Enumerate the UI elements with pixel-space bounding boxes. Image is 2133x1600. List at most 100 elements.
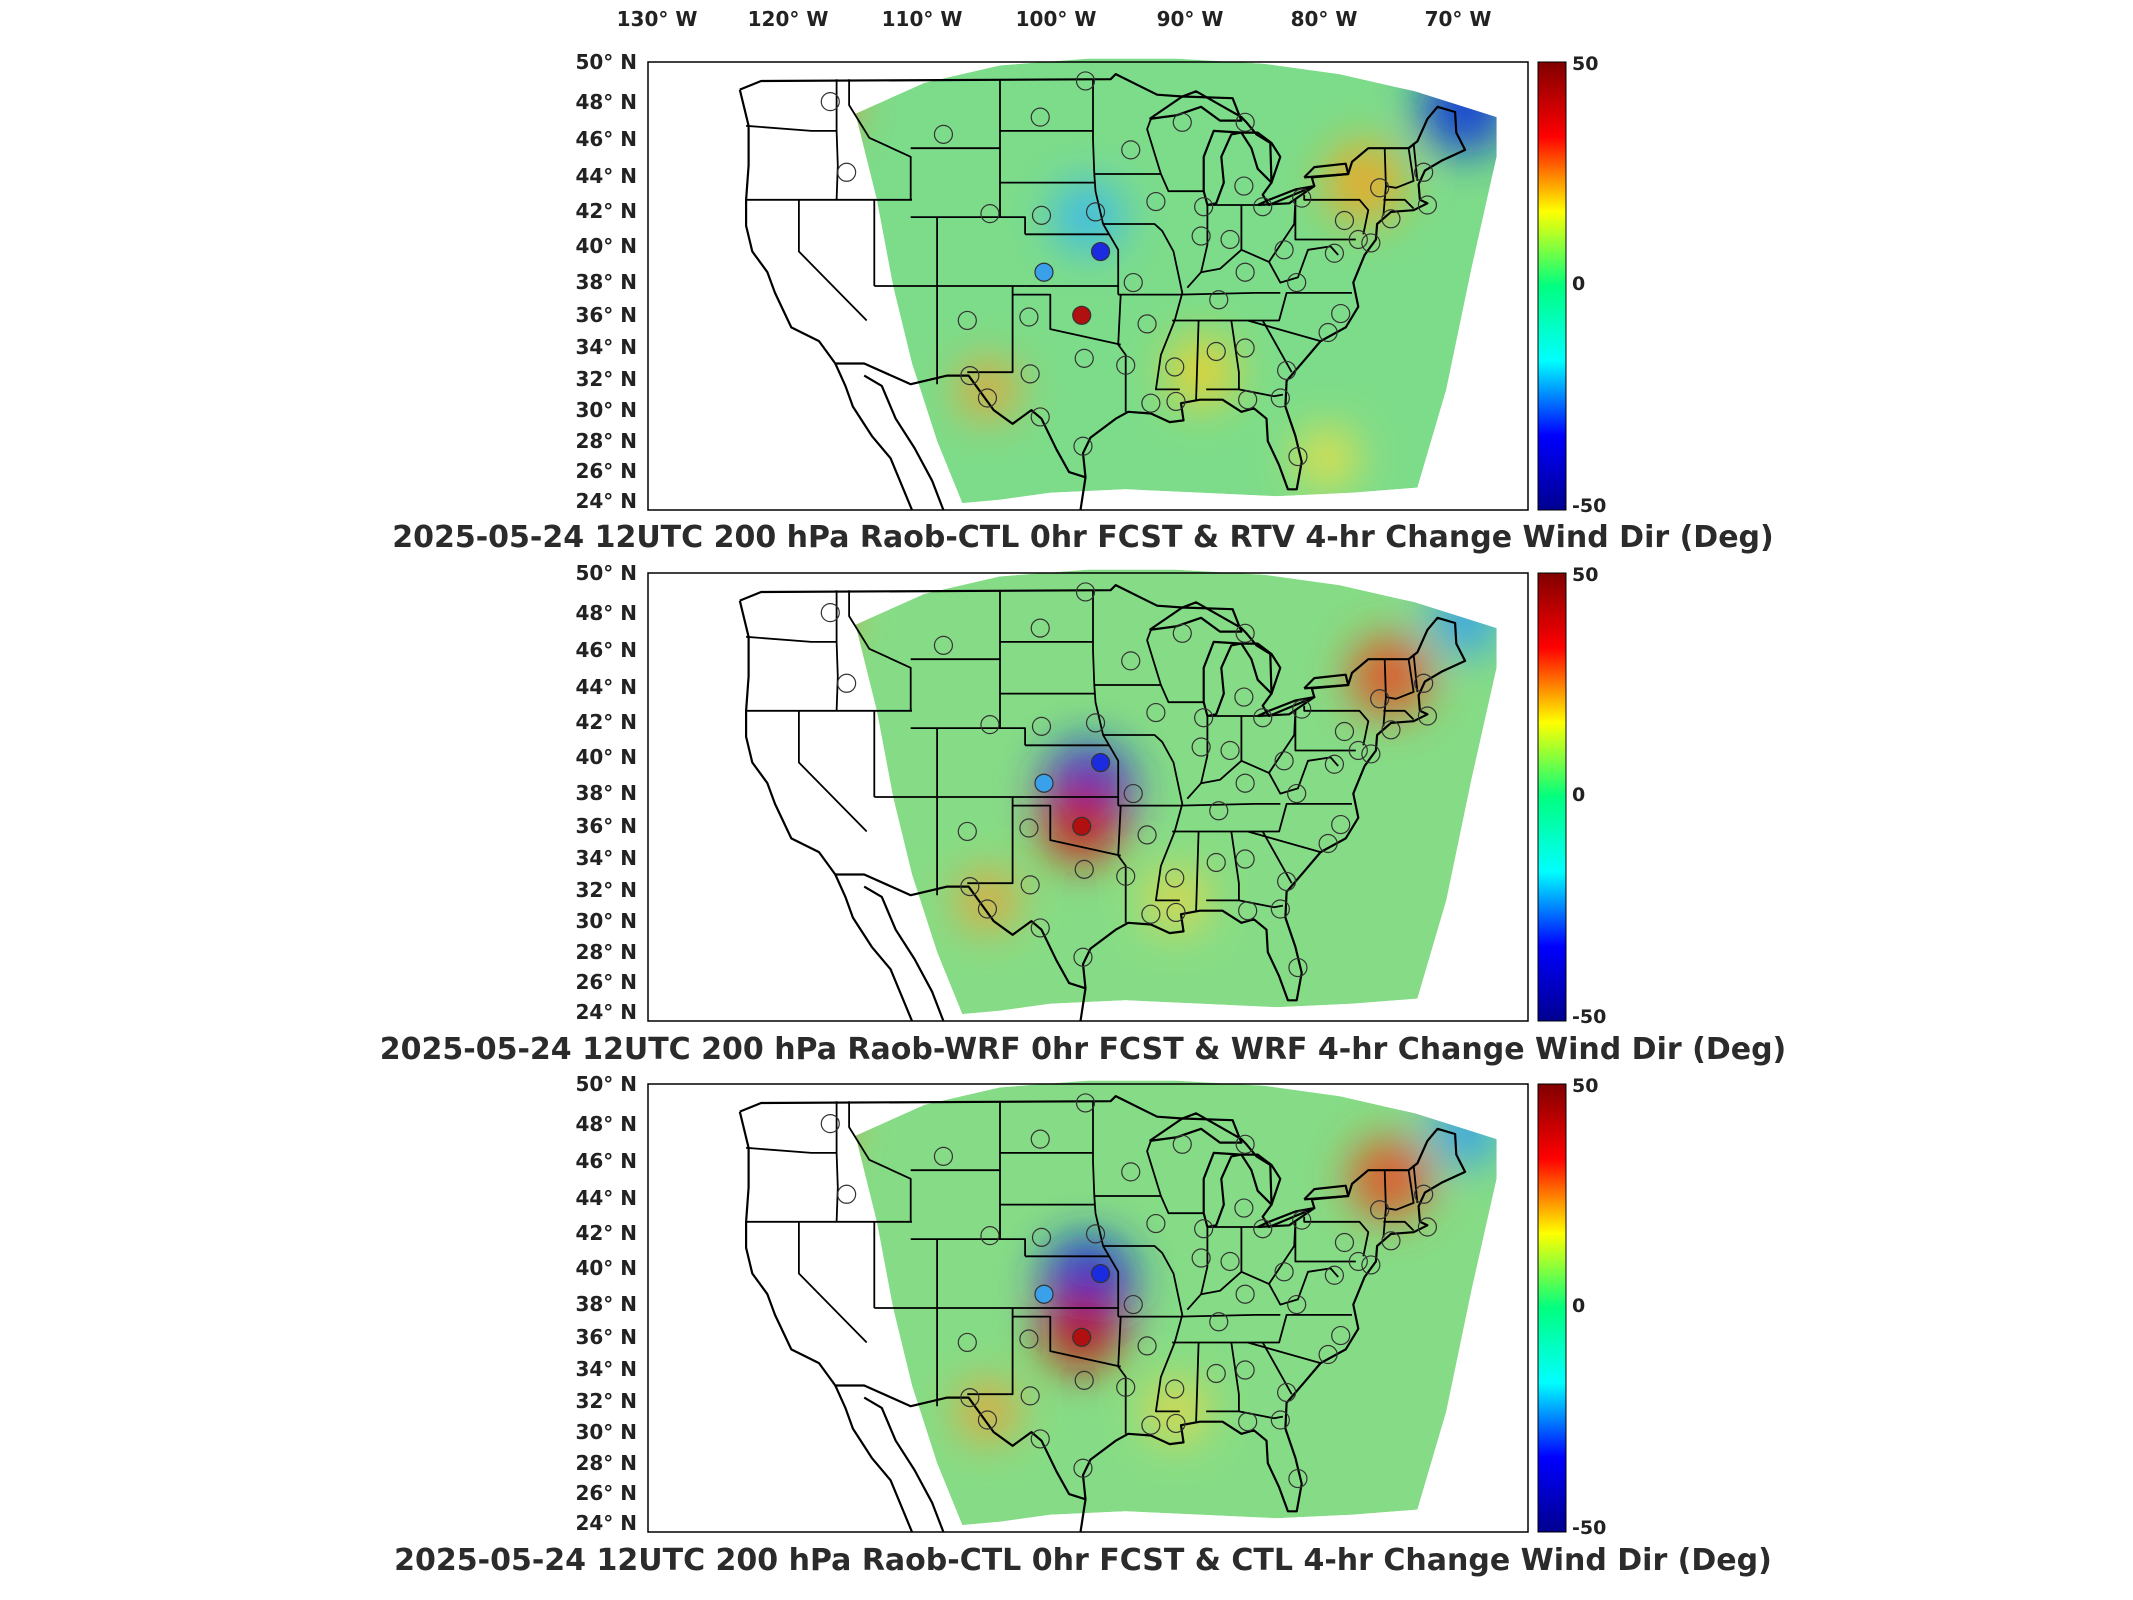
raob-station-marker [1073,1458,1093,1478]
raob-station-marker [1141,393,1161,413]
raob-station-marker [1277,360,1297,381]
raob-station-marker [1238,390,1258,410]
raob-station-marker [1166,902,1186,923]
lat-label-28n: 28° N [575,429,637,453]
raob-station-marker [1075,1093,1096,1113]
raob-station-marker [820,603,840,623]
raob-station-marker [1334,1232,1355,1253]
raob-station-marker [1209,290,1229,310]
raob-station-marker [933,124,954,144]
latitude-labels: 50° N 48° N 46° N 44° N 42° N 40° N 38° … [575,561,637,1024]
raob-station-marker [1235,623,1255,643]
lat-label-32n: 32° N [575,878,637,902]
state-boundary [1206,831,1240,902]
raob-station-marker [1020,364,1040,384]
great-lake [1240,131,1282,184]
raob-station-marker [977,899,998,919]
raob-station-marker [1172,112,1192,132]
state-boundary [1195,320,1200,400]
raob-station-value [1072,305,1092,325]
geography [738,1095,1467,1532]
state-boundary [1103,1245,1184,1413]
raob-station-marker [1165,357,1185,377]
state-boundary [1385,148,1415,189]
raob-station-marker [1085,1224,1106,1244]
raob-station-marker [1381,1231,1401,1251]
lat-label-36n: 36° N [575,303,637,327]
raob-station-marker [1318,1344,1338,1365]
raob-station-marker [980,204,1000,224]
latitude-labels: 50° N 48° N 46° N 44° N 42° N 40° N 38° … [575,1072,637,1535]
raob-station-marker [957,310,977,331]
state-boundary [1261,320,1293,373]
lat-label-24n: 24° N [575,489,637,513]
us-coastline [738,73,1467,491]
raob-station-marker [1019,1329,1039,1349]
raob-station-marker [1172,1134,1192,1154]
state-boundary [1092,79,1120,295]
longitude-labels: 130° W 120° W 110° W 100° W 90° W 80° W … [617,7,1492,31]
state-boundary [1012,1315,1121,1368]
state-boundary [1383,198,1415,210]
raob-station-value [1090,752,1111,773]
raob-station-marker [1220,1251,1240,1272]
lat-label-38n: 38° N [575,1292,637,1316]
raob-station-marker [1274,751,1294,771]
raob-station-value [1072,1327,1092,1347]
lat-label-34n: 34° N [575,1357,637,1381]
raob-station-marker [1121,1162,1141,1182]
raob-station-marker [1191,226,1211,246]
raob-station-marker [1324,243,1345,263]
raob-station-value [1090,1263,1111,1284]
raob-station-marker [1235,1360,1255,1380]
raob-station-marker [1206,1363,1226,1384]
raob-station-marker [1191,737,1211,757]
raob-station-marker [1030,1429,1050,1449]
colorbar-min-label: -50 [1572,1006,1606,1028]
raob-station-marker [1137,825,1157,845]
state-boundary [835,1101,839,1222]
raob-station-marker [1270,1410,1290,1430]
raob-station-value [1034,262,1054,282]
field-anomaly [1296,428,1357,489]
raob-station-marker [1030,918,1050,938]
state-boundary [1294,710,1356,752]
lat-label-40n: 40° N [575,745,637,769]
lat-label-40n: 40° N [575,234,637,258]
raob-station-marker [1020,875,1040,895]
raob-station-marker [980,715,1000,735]
state-boundary [1385,659,1415,700]
baja-coastline [834,1385,914,1532]
state-boundary [1303,1216,1370,1257]
raob-station-marker [1220,740,1240,761]
raob-station-marker [1334,721,1355,742]
state-boundary [1200,1227,1209,1295]
state-boundary [1012,804,1121,857]
raob-station-marker [1234,687,1254,707]
state-boundary [967,1308,1014,1396]
raob-station-marker [1146,191,1166,212]
raob-station-marker [820,1114,840,1134]
raob-station-marker [1209,1312,1229,1332]
state-boundary [1092,590,1120,806]
state-boundary [1247,1341,1321,1364]
lat-label-26n: 26° N [575,1481,637,1505]
raob-station-marker [1370,178,1390,198]
lon-label-70w: 70° W [1425,7,1492,31]
raob-station-marker [1287,272,1307,293]
map-panel-ctl: 50° N 48° N 46° N 44° N 42° N 40° N 38° … [394,1072,1772,1578]
state-boundary [1294,199,1356,241]
state-boundary [835,79,839,200]
raob-station-marker [837,1184,857,1204]
state-boundary [1382,1170,1387,1238]
raob-station-marker [1172,623,1192,643]
lat-label-28n: 28° N [575,940,637,964]
raob-station-marker [1274,240,1294,260]
raob-station-marker [977,1410,998,1430]
great-lake [1303,1184,1350,1201]
raob-station-marker [1414,162,1434,182]
raob-station-marker [1020,1386,1040,1406]
raob-station-marker [1073,436,1093,456]
lon-label-100w: 100° W [1016,7,1097,31]
state-boundary [967,797,1014,885]
